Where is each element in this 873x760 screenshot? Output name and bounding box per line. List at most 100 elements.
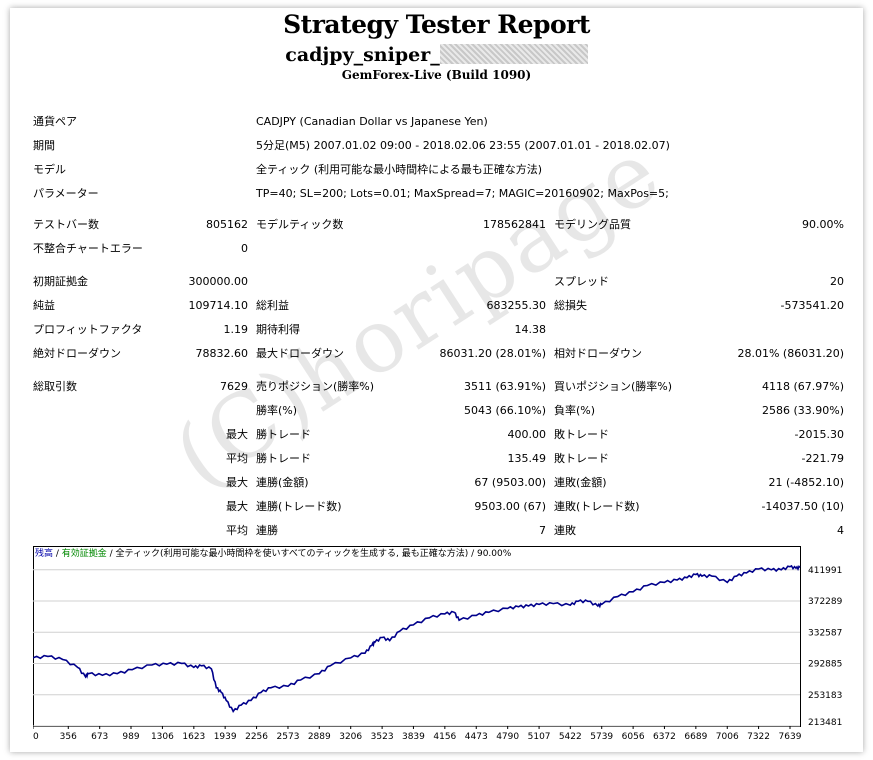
- report-title: Strategy Tester Report: [283, 10, 590, 39]
- x-tick-label: 5739: [590, 732, 613, 742]
- mismatch-label: 不整合チャートエラー: [33, 242, 143, 255]
- chart-grid: [33, 569, 800, 727]
- quality-label: モデリング品質: [554, 218, 631, 231]
- max-cons-wins-value: 67 (9503.00): [474, 476, 546, 489]
- ticks-label: モデルティック数: [256, 218, 344, 231]
- max-cons-profit-value: 9503.00 (67): [474, 500, 546, 513]
- max-cons-profit-label: 連勝(トレード数): [256, 500, 342, 513]
- max-cons-loss-label: 連敗(トレード数): [554, 500, 640, 513]
- x-tick-label: 2889: [308, 732, 331, 742]
- x-tick-label: 356: [60, 732, 77, 742]
- largest-win-value: 400.00: [507, 428, 547, 441]
- y-tick-label: 411991: [808, 566, 842, 576]
- params-value: TP=40; SL=200; Lots=0.01; MaxSpread=7; M…: [256, 187, 669, 200]
- net-label: 純益: [33, 299, 55, 312]
- largest-loss-label: 敗トレード: [554, 428, 609, 441]
- x-tick-label: 1939: [214, 732, 237, 742]
- rel-dd-value: 28.01% (86031.20): [737, 347, 844, 360]
- avg-cons-wins-label: 連勝: [256, 524, 278, 537]
- avg-loss-label: 敗トレード: [554, 452, 609, 465]
- payoff-label: 期待利得: [256, 323, 300, 336]
- x-tick-label: 7006: [716, 732, 739, 742]
- x-tick-label: 2573: [277, 732, 300, 742]
- gross-loss-label: 総損失: [554, 299, 587, 312]
- max-dd-label: 最大ドローダウン: [256, 347, 344, 360]
- y-tick-label: 372289: [808, 597, 843, 607]
- x-tick-label: 673: [91, 732, 108, 742]
- avg-loss-value: -221.79: [801, 452, 844, 465]
- quality-value: 90.00%: [802, 218, 844, 231]
- y-tick-label: 332587: [808, 628, 842, 638]
- model-label: モデル: [33, 163, 66, 176]
- win-pct-value: 5043 (66.10%): [463, 404, 546, 417]
- spread-label: スプレッド: [554, 275, 609, 288]
- gross-profit-label: 総利益: [256, 299, 289, 312]
- y-tick-label: 253183: [808, 691, 842, 701]
- gross-profit-value: 683255.30: [486, 299, 547, 312]
- plot-area: [33, 546, 801, 727]
- pair-value: CADJPY (Canadian Dollar vs Japanese Yen): [256, 115, 488, 128]
- gross-loss-value: -573541.20: [780, 299, 844, 312]
- legend-rest: / 全ティック(利用可能な最小時間枠を使いすべてのティックを生成する, 最も正確…: [106, 549, 512, 559]
- pf-value: 1.19: [223, 323, 249, 336]
- x-tick-label: 3206: [339, 732, 362, 742]
- max-prefix-2: 最大: [226, 476, 248, 489]
- bars-value: 805162: [206, 218, 248, 231]
- avg-win-value: 135.49: [507, 452, 547, 465]
- x-tick-label: 6056: [622, 732, 645, 742]
- deposit-value: 300000.00: [188, 275, 249, 288]
- x-tick-label: 0: [33, 732, 39, 742]
- balance-line: [33, 564, 801, 713]
- deposit-label: 初期証拠金: [33, 275, 88, 288]
- legend-equity: 有効証拠金: [61, 549, 107, 559]
- x-tick-label: 7322: [747, 732, 770, 742]
- avg-prefix-1: 平均: [226, 452, 248, 465]
- loss-pct-label: 負率(%): [554, 404, 596, 417]
- avg-win-label: 勝トレード: [256, 452, 311, 465]
- pf-label: プロフィットファクタ: [33, 323, 143, 336]
- model-value: 全ティック (利用可能な最小時間枠による最も正確な方法): [256, 163, 543, 176]
- abs-dd-value: 78832.60: [195, 347, 249, 360]
- x-tick-label: 4790: [496, 732, 519, 742]
- x-tick-label: 5422: [559, 732, 582, 742]
- max-cons-losses-value: 21 (-4852.10): [768, 476, 844, 489]
- max-cons-loss-value: -14037.50 (10): [761, 500, 844, 513]
- y-tick-label: 292885: [808, 660, 842, 670]
- abs-dd-label: 絶対ドローダウン: [33, 347, 121, 360]
- long-label: 買いポジション(勝率%): [554, 380, 673, 393]
- redacted-block: [439, 44, 588, 64]
- avg-cons-losses-label: 連敗: [554, 524, 576, 537]
- max-prefix-3: 最大: [226, 500, 248, 513]
- max-cons-wins-label: 連勝(金額): [256, 476, 309, 489]
- x-tick-label: 6689: [684, 732, 707, 742]
- x-tick-label: 3839: [402, 732, 425, 742]
- win-pct-label: 勝率(%): [256, 404, 298, 417]
- short-label: 売りポジション(勝率%): [256, 380, 375, 393]
- params-label: パラメーター: [33, 187, 99, 200]
- x-tick-label: 7639: [779, 732, 802, 742]
- trades-label: 総取引数: [33, 380, 77, 393]
- build-info: GemForex-Live (Build 1090): [341, 68, 532, 82]
- long-value: 4118 (67.97%): [761, 380, 844, 393]
- x-tick-label: 4473: [465, 732, 488, 742]
- x-tick-label: 3523: [371, 732, 394, 742]
- bars-label: テストバー数: [33, 218, 99, 231]
- period-value: 5分足(M5) 2007.01.02 09:00 - 2018.02.06 23…: [256, 139, 670, 152]
- x-tick-label: 989: [122, 732, 139, 742]
- largest-loss-value: -2015.30: [794, 428, 844, 441]
- chart-legend: 残高 / 有効証拠金 / 全ティック(利用可能な最小時間枠を使いすべてのティック…: [35, 549, 511, 560]
- ea-name: cadjpy_sniper_: [285, 44, 440, 66]
- x-tick-label: 4156: [433, 732, 456, 742]
- avg-prefix-2: 平均: [226, 524, 248, 537]
- y-tick-label: 213481: [808, 718, 842, 728]
- avg-cons-wins-value: 7: [539, 524, 546, 537]
- legend-balance: 残高: [35, 549, 54, 559]
- largest-win-label: 勝トレード: [256, 428, 311, 441]
- loss-pct-value: 2586 (33.90%): [761, 404, 844, 417]
- net-value: 109714.10: [188, 299, 249, 312]
- trades-value: 7629: [220, 380, 248, 393]
- spread-value: 20: [830, 275, 844, 288]
- short-value: 3511 (63.91%): [463, 380, 546, 393]
- x-tick-label: 5107: [528, 732, 551, 742]
- avg-cons-losses-value: 4: [837, 524, 844, 537]
